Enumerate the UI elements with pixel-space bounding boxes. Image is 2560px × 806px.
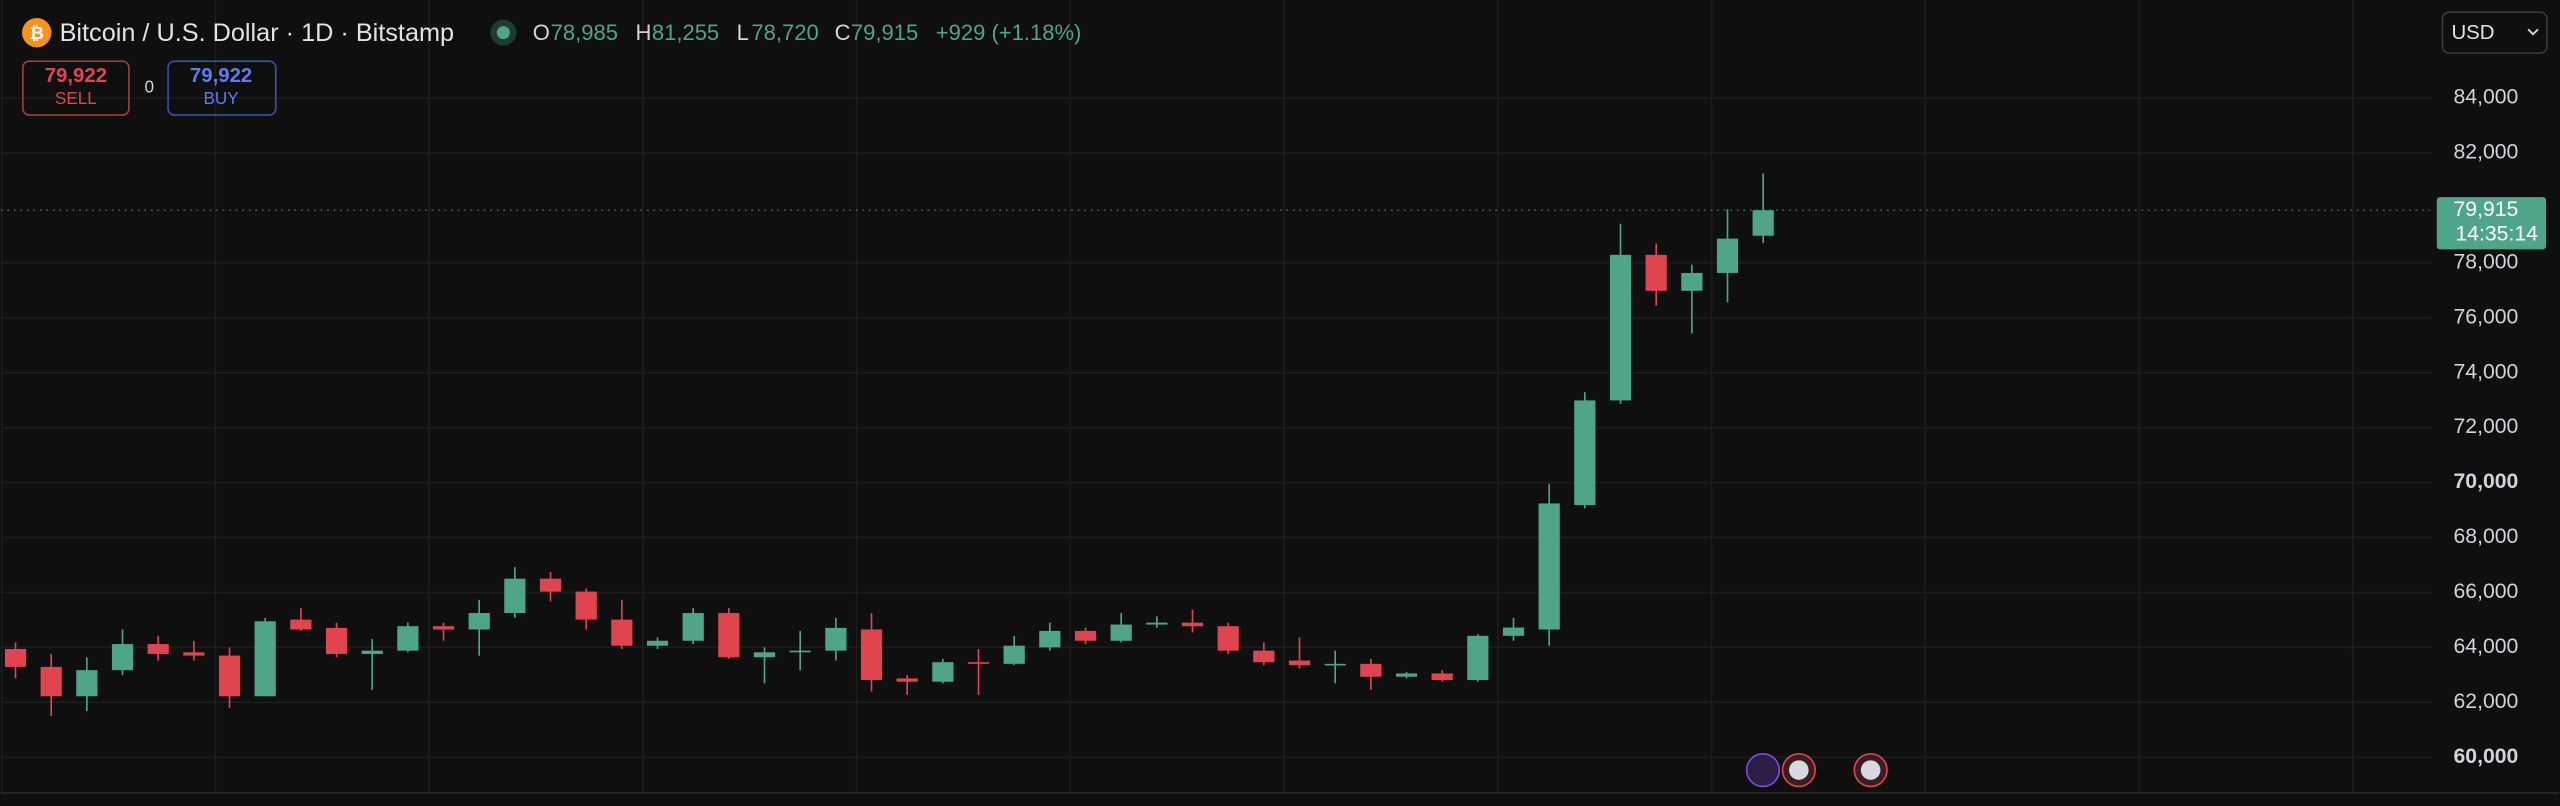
candle-body: [1288, 660, 1311, 666]
y-tick-label: 64,000: [2454, 635, 2519, 658]
candle-body: [1146, 622, 1168, 625]
market-status-dot: [496, 26, 510, 40]
candle-body: [1360, 663, 1382, 677]
candle-body: [789, 650, 811, 653]
candle-body: [896, 678, 918, 682]
candle-body: [753, 652, 776, 658]
candle-body: [1574, 400, 1596, 506]
candle-body: [218, 655, 241, 697]
candle-body: [1645, 254, 1667, 291]
candle-body: [611, 619, 633, 646]
dropdown-arrow: [2527, 28, 2539, 36]
buy-price: 79,922: [190, 65, 252, 87]
candle-body: [860, 629, 883, 681]
candle-body: [183, 652, 205, 656]
sell-label: SELL: [55, 88, 97, 108]
candle-body: [1181, 622, 1204, 627]
y-tick-label: 82,000: [2454, 141, 2519, 164]
candle-body: [1253, 650, 1275, 663]
candle-body: [1431, 673, 1453, 681]
candle-body: [1110, 624, 1132, 641]
candle-body: [325, 627, 348, 654]
ohlc-label: C: [835, 20, 851, 45]
last-price-label: 79,915: [2454, 198, 2519, 221]
candle-body: [682, 613, 704, 641]
event-icon[interactable]: [1745, 752, 1781, 788]
candle-body: [290, 619, 312, 630]
candle-body: [40, 666, 62, 697]
y-tick-label: 76,000: [2454, 305, 2519, 328]
candle-body: [1395, 673, 1418, 677]
candle-body: [932, 662, 954, 682]
candle-body: [147, 644, 169, 654]
candle-body: [1324, 663, 1346, 666]
candle-body: [254, 621, 276, 697]
candle-body: [1538, 503, 1560, 630]
candle-body: [1039, 630, 1061, 648]
candle-body: [1467, 635, 1489, 681]
ohlc-value: 78,720: [751, 20, 818, 45]
candle-body: [1716, 238, 1739, 273]
buy-label: BUY: [203, 88, 239, 108]
flag: [1860, 760, 1881, 780]
candle-body: [1003, 645, 1025, 664]
y-tick-label: 70,000: [2454, 470, 2519, 493]
candle-body: [468, 613, 490, 630]
y-tick-label: 74,000: [2454, 360, 2519, 383]
y-tick-label: 60,000: [2454, 745, 2519, 768]
candle-body: [432, 626, 455, 630]
candle-body: [1609, 254, 1632, 401]
flag: [1789, 760, 1809, 780]
btc-icon: [22, 17, 52, 48]
countdown: 14:35:14: [2455, 222, 2538, 245]
candle-body: [1217, 626, 1239, 651]
candle-body: [111, 644, 134, 671]
candle-body: [1752, 210, 1774, 236]
candle-body: [76, 670, 98, 697]
candle-body: [361, 650, 383, 654]
symbol-title[interactable]: Bitcoin / U.S. Dollar · 1D · Bitstamp: [60, 19, 455, 47]
y-tick-label: 66,000: [2454, 580, 2519, 603]
sell-price: 79,922: [45, 65, 107, 87]
candle-body: [718, 613, 740, 658]
ohlc-value: 81,255: [652, 20, 719, 45]
y-tick-label: 84,000: [2454, 86, 2519, 109]
ohlc-label: O: [533, 20, 550, 45]
change: +929 (+1.18%): [936, 20, 1082, 45]
btc-icon-glyph: ₿: [29, 23, 44, 43]
candle-body: [1681, 272, 1703, 291]
candle-body: [967, 662, 990, 664]
candle-body: [397, 626, 419, 651]
y-tick-label: 78,000: [2454, 250, 2519, 273]
currency-select[interactable]: [2441, 11, 2548, 54]
ohlc-label: L: [737, 20, 749, 45]
ohlc-value: 78,985: [551, 20, 618, 45]
y-tick-label: 68,000: [2454, 525, 2519, 548]
ohlc-value: 79,915: [851, 20, 918, 45]
y-tick-label: 62,000: [2454, 690, 2519, 713]
candle-body: [504, 578, 526, 614]
candle-body: [646, 640, 669, 646]
candle-body: [1074, 630, 1097, 641]
candle-body: [4, 649, 27, 667]
y-tick-label: 72,000: [2454, 415, 2519, 438]
candle-body: [825, 627, 847, 651]
currency: USD: [2451, 22, 2494, 44]
candles: [4, 173, 1774, 717]
candle-body: [539, 578, 562, 592]
buy-button[interactable]: [167, 60, 277, 116]
sell-button[interactable]: [22, 60, 130, 116]
ohlc-label: H: [636, 20, 652, 45]
last-price-badge: [2436, 197, 2547, 250]
spread: 0: [145, 77, 155, 97]
candle-body: [575, 591, 597, 620]
candle-body: [1502, 627, 1525, 636]
